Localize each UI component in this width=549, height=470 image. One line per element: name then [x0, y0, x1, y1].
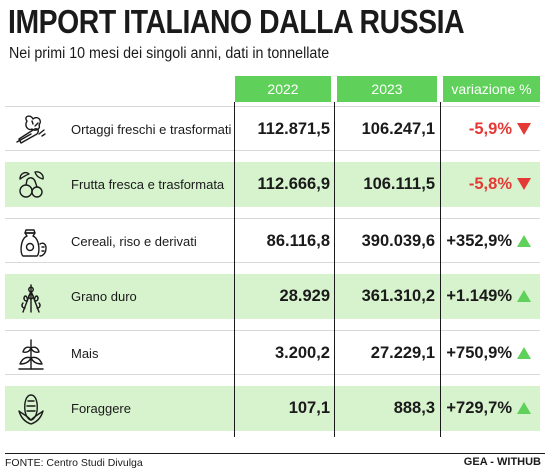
column-divider [234, 102, 235, 437]
table-row: Frutta fresca e trasformata 112.666,9 106.… [5, 162, 540, 207]
value-2023: 888,3 [393, 399, 435, 417]
value-2023: 27.229,1 [370, 344, 435, 362]
row-label: Cereali, riso e derivati [71, 234, 197, 249]
column-header-2023: 2023 [337, 76, 437, 102]
row-label: Frutta fresca e trasformata [71, 177, 225, 192]
variation-value: +1.149% [446, 287, 512, 305]
column-divider [440, 102, 441, 437]
table-row: Ortaggi freschi e trasformati 112.871,5 10… [5, 106, 540, 151]
row-label: Grano duro [71, 289, 137, 304]
chart-title: IMPORT ITALIANO DALLA RUSSIA [8, 3, 465, 40]
credit-label: GEA - WITHUB [463, 456, 541, 468]
row-label: Ortaggi freschi e trasformati [71, 122, 232, 137]
value-2022: 28.929 [279, 287, 330, 305]
fruit-icon [13, 167, 49, 203]
footer-divider [5, 453, 545, 454]
arrow-down-icon [517, 178, 531, 190]
arrow-down-icon [517, 123, 531, 135]
arrow-up-icon [517, 402, 531, 414]
column-divider [334, 102, 335, 437]
arrow-up-icon [517, 235, 531, 247]
value-2023: 106.247,1 [361, 120, 435, 138]
variation-value: +729,7% [446, 399, 512, 417]
row-label: Foraggere [71, 401, 131, 416]
arrow-up-icon [517, 290, 531, 302]
column-header-variation: variazione % [443, 76, 540, 102]
variation-value: +352,9% [446, 232, 512, 250]
chart-subtitle: Nei primi 10 mesi dei singoli anni, dati… [9, 45, 330, 62]
value-2022: 112.666,9 [257, 175, 331, 193]
value-2022: 112.871,5 [257, 120, 331, 138]
arrow-up-icon [517, 347, 531, 359]
vegetables-icon [13, 112, 49, 148]
table-row: Cereali, riso e derivati 86.116,8 390.039,… [5, 218, 540, 263]
row-label: Mais [71, 346, 99, 361]
value-2022: 3.200,2 [274, 344, 330, 362]
grain-sack-icon [13, 224, 49, 260]
variation-value: -5,9% [468, 120, 512, 138]
corn-cob-icon [13, 391, 49, 427]
table-row: Mais 3.200,2 27.229,1 +750,9% [5, 330, 540, 375]
corn-plant-icon [13, 336, 49, 372]
value-2023: 361.310,2 [361, 287, 435, 305]
value-2023: 106.111,5 [363, 175, 435, 193]
value-2022: 107,1 [288, 399, 330, 417]
variation-value: -5,8% [468, 175, 512, 193]
value-2023: 390.039,6 [361, 232, 435, 250]
table-row: Foraggere 107,1 888,3 +729,7% [5, 386, 540, 431]
column-header-2022: 2022 [235, 76, 331, 102]
variation-value: +750,9% [446, 344, 512, 362]
table-row: Grano duro 28.929 361.310,2 +1.149% [5, 274, 540, 319]
wheat-icon [13, 279, 49, 315]
source-note: FONTE: Centro Studi Divulga [5, 457, 143, 469]
value-2022: 86.116,8 [266, 232, 330, 250]
